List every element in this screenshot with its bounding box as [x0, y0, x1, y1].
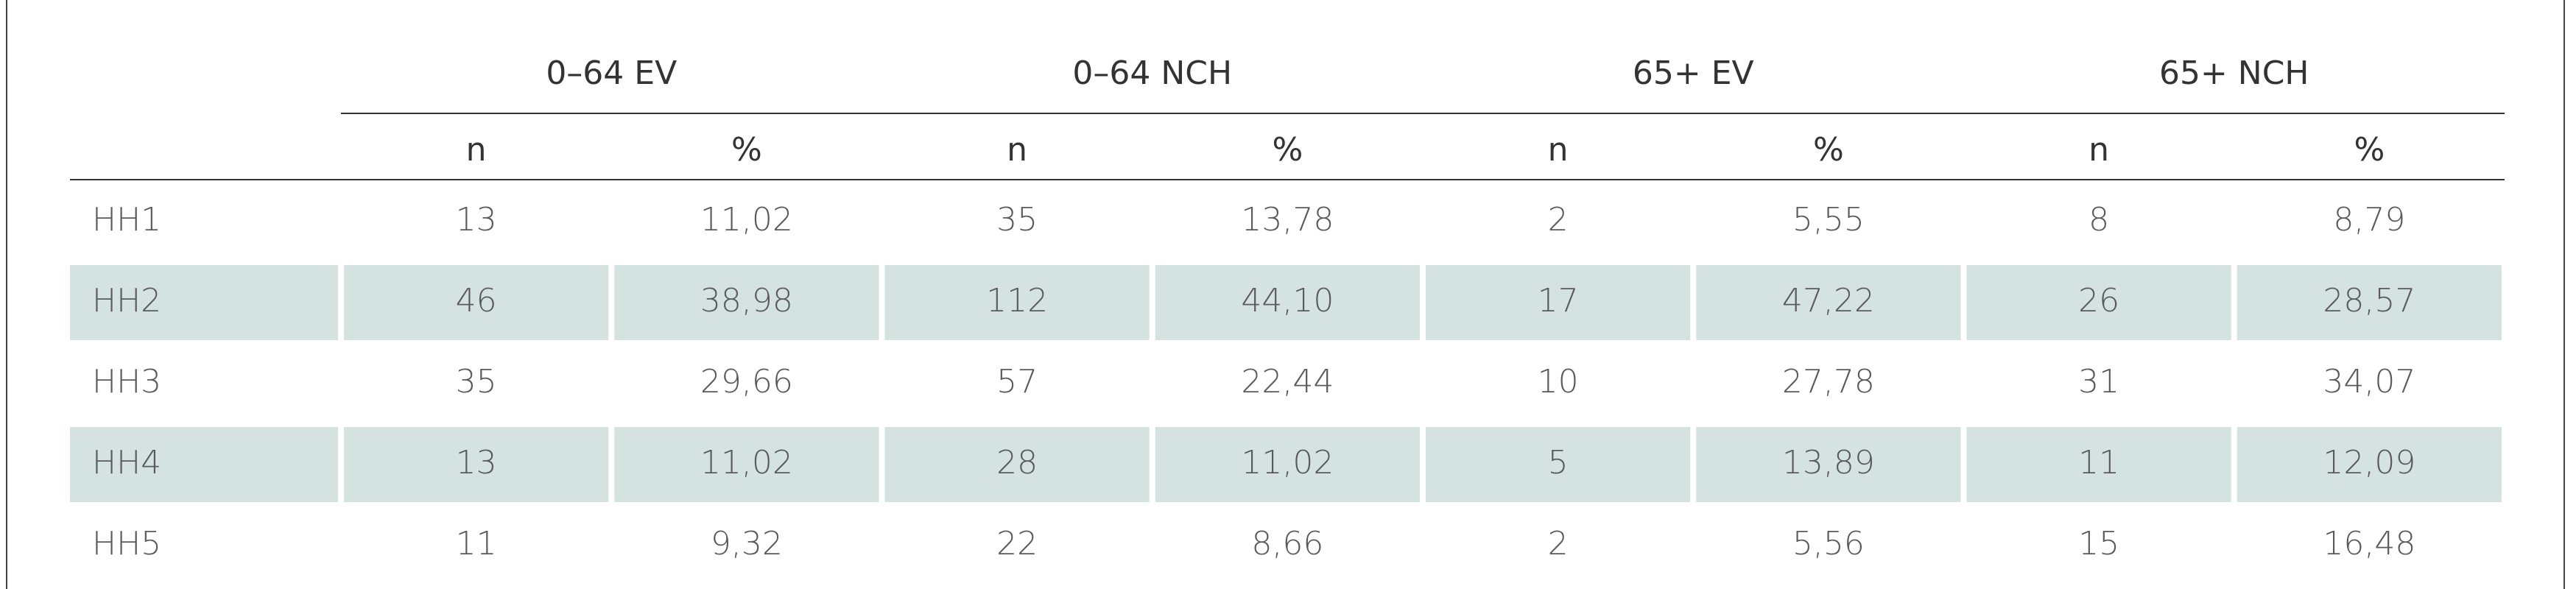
subheader: % [2354, 131, 2385, 169]
cell: 38,98 [700, 282, 793, 320]
cell: 2 [1548, 525, 1569, 562]
subheader: % [1813, 131, 1844, 169]
cell: 8 [2088, 201, 2109, 239]
row-shade [1966, 427, 2231, 502]
row-shade [1426, 427, 1691, 502]
cell: 47,22 [1782, 282, 1875, 320]
cell: 35 [456, 363, 497, 401]
cell: 13 [456, 201, 497, 239]
cell: 46 [456, 282, 497, 320]
cell: 10 [1538, 363, 1579, 401]
cell: 44,10 [1241, 282, 1334, 320]
cell: 11,02 [1241, 444, 1334, 482]
row-shade [1696, 427, 1961, 502]
cell: 9,32 [711, 525, 783, 562]
cell: 11 [456, 525, 497, 562]
row-shade [70, 265, 338, 340]
row-shade [614, 427, 879, 502]
row-shade [2237, 265, 2502, 340]
group-header: 65+ EV [1633, 54, 1754, 92]
cell: 13,89 [1782, 444, 1875, 482]
cell: 28,57 [2323, 282, 2415, 320]
subheader: n [1548, 131, 1569, 169]
cell: 15 [2078, 525, 2119, 562]
cell: 29,66 [700, 363, 793, 401]
cell: 34,07 [2323, 363, 2415, 401]
cell: 11 [2078, 444, 2119, 482]
cell: 28 [996, 444, 1038, 482]
row-shade [1426, 265, 1691, 340]
row-shade [344, 427, 609, 502]
cell: 5,56 [1792, 525, 1865, 562]
cell: 13,78 [1241, 201, 1334, 239]
row-shade [70, 427, 338, 502]
cell: 12,09 [2323, 444, 2415, 482]
row-shade [1696, 265, 1961, 340]
cell: 11,02 [700, 444, 793, 482]
cell: 5,55 [1792, 201, 1865, 239]
group-header: 0–64 NCH [1072, 54, 1232, 92]
subheader: % [1272, 131, 1303, 169]
row-shade [1155, 427, 1420, 502]
cell: 22,44 [1241, 363, 1334, 401]
cell: 26 [2078, 282, 2119, 320]
cell: 8,66 [1251, 525, 1323, 562]
row-shade [614, 265, 879, 340]
cell: 57 [996, 363, 1038, 401]
cell: 11,02 [700, 201, 793, 239]
cell: 2 [1548, 201, 1569, 239]
row-shade [1155, 265, 1420, 340]
row-shade [884, 265, 1150, 340]
row-label: HH4 [92, 444, 161, 482]
cell: 27,78 [1782, 363, 1875, 401]
subheader: n [466, 131, 487, 169]
row-shade [2237, 427, 2502, 502]
row-label: HH5 [92, 525, 161, 562]
subheader: % [731, 131, 762, 169]
subheader: n [1007, 131, 1027, 169]
cell: 16,48 [2323, 525, 2415, 562]
cell: 5 [1548, 444, 1569, 482]
row-label: HH1 [92, 201, 161, 239]
cell: 35 [996, 201, 1038, 239]
cell: 112 [986, 282, 1048, 320]
row-label: HH2 [92, 282, 161, 320]
group-header: 0–64 EV [546, 54, 677, 92]
cell: 8,79 [2333, 201, 2405, 239]
row-shade [1966, 265, 2231, 340]
row-label: HH3 [92, 363, 161, 401]
row-shade [884, 427, 1150, 502]
cell: 31 [2078, 363, 2119, 401]
group-header: 65+ NCH [2159, 54, 2309, 92]
cell: 22 [996, 525, 1038, 562]
cell: 17 [1538, 282, 1579, 320]
row-shade [344, 265, 609, 340]
subheader: n [2088, 131, 2109, 169]
cell: 13 [456, 444, 497, 482]
